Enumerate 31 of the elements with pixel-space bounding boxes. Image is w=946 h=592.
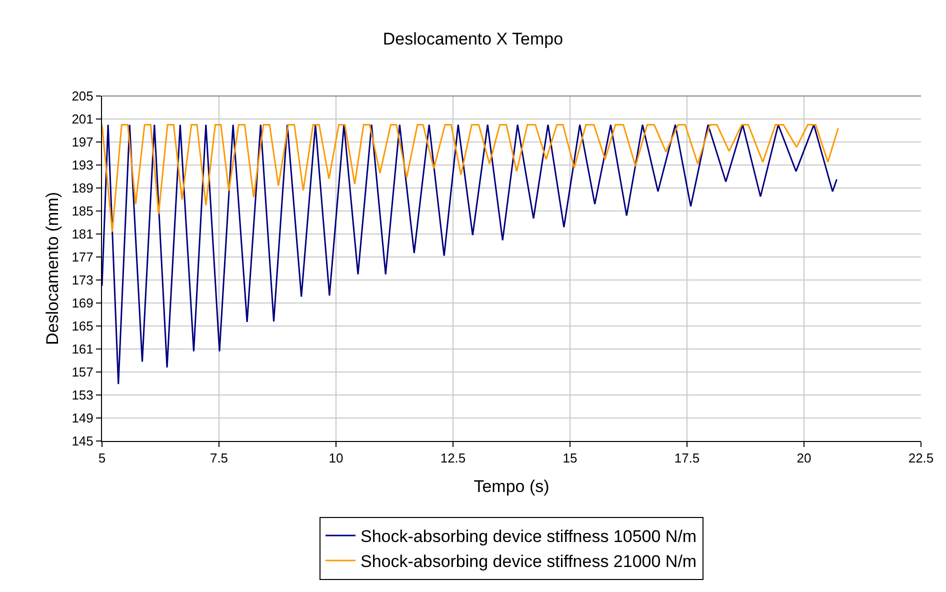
legend-label: Shock-absorbing device stiffness 10500 N/m — [360, 527, 697, 546]
x-tick-label: 7.5 — [210, 450, 228, 466]
x-tick-label: 22.5 — [908, 450, 934, 466]
y-tick-label: 173 — [72, 272, 94, 288]
chart-title: Deslocamento X Tempo — [382, 29, 564, 48]
y-tick-label: 189 — [72, 180, 94, 196]
x-tick-label: 5 — [98, 450, 106, 466]
y-tick-label: 161 — [72, 342, 94, 357]
x-axis-title: Tempo (s) — [474, 477, 550, 496]
y-tick-label: 145 — [72, 434, 94, 449]
y-tick-label: 169 — [72, 296, 94, 311]
line-series — [102, 124, 839, 232]
line-series — [102, 124, 838, 385]
y-tick-label: 181 — [72, 226, 94, 242]
y-axis-title: Deslocamento (mm) — [43, 192, 62, 346]
y-tick-label: 165 — [72, 318, 94, 334]
y-tick-label: 149 — [72, 410, 94, 426]
x-tick-label: 10 — [328, 450, 344, 466]
x-tick-label: 15 — [562, 450, 578, 466]
y-tick-label: 205 — [72, 88, 94, 104]
x-tick-label: 12.5 — [440, 450, 466, 466]
y-tick-label: 157 — [72, 364, 94, 380]
x-tick-label: 17.5 — [674, 450, 700, 466]
y-tick-label: 193 — [72, 158, 94, 173]
y-tick-label: 197 — [72, 134, 94, 150]
y-tick-label: 185 — [72, 204, 94, 219]
y-tick-label: 153 — [72, 388, 94, 403]
y-tick-label: 177 — [72, 250, 94, 265]
legend-label: Shock-absorbing device stiffness 21000 N/m — [360, 552, 697, 572]
x-tick-label: 20 — [796, 450, 812, 466]
y-tick-label: 201 — [72, 112, 94, 127]
